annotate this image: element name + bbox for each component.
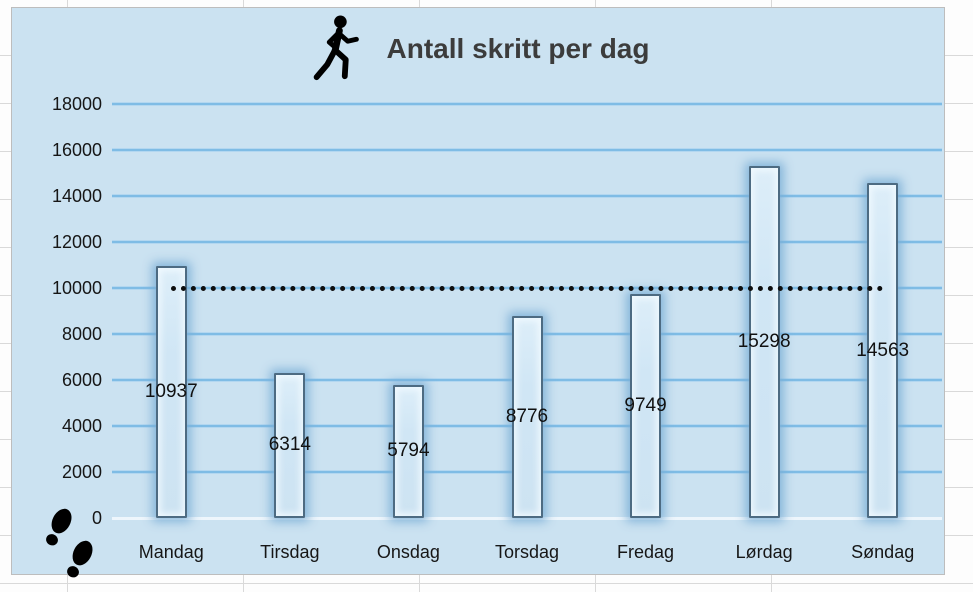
bar-value-label: 14563 [856,339,910,361]
gridline-0 [112,517,942,520]
y-tick-label-4000: 4000 [61,416,102,436]
bar-value-label: 8776 [505,406,549,428]
x-category-label-torsdag: Torsdag [494,542,559,562]
y-tick-label-6000: 6000 [61,370,102,390]
bar-søndag[interactable] [867,183,899,518]
x-category-label-onsdag: Onsdag [376,542,440,562]
x-category-label-søndag: Søndag [851,542,915,562]
gridline-18000 [112,103,942,105]
bar-tirsdag[interactable] [274,372,306,518]
gridline-16000 [112,149,942,151]
chart-title-row: Antall skritt per dag [12,10,944,88]
bar-mandag[interactable] [155,266,187,518]
y-tick-label-10000: 10000 [51,278,102,298]
gridline-12000 [112,241,942,243]
footprints-icon [46,508,93,578]
y-tick-label-2000: 2000 [61,462,102,482]
y-tick-label-8000: 8000 [61,324,102,344]
y-tick-label-16000: 16000 [51,140,102,160]
bar-torsdag[interactable] [511,316,543,518]
bar-lørdag[interactable] [748,166,780,518]
bar-value-label: 10937 [144,381,198,403]
chart-title: Antall skritt per dag [386,33,650,64]
walking-person-icon [313,15,359,81]
y-tick-label-18000: 18000 [51,94,102,114]
goal-line-10000 [171,286,883,291]
y-tick-label-0: 0 [91,508,102,528]
bar-onsdag[interactable] [392,384,424,518]
bar-fredag[interactable] [630,293,662,518]
steps-chart[interactable]: Antall skritt per dag 18000 16000 14000 120… [11,7,945,578]
y-tick-label-14000: 14000 [51,186,102,206]
gridline-14000 [112,195,942,197]
y-tick-label-12000: 12000 [51,232,102,252]
x-category-label-lørdag: Lørdag [735,542,793,562]
x-category-label-fredag: Fredag [617,542,675,562]
bar-value-label: 15298 [737,331,791,353]
bar-value-label: 9749 [624,394,667,416]
x-category-label-tirsdag: Tirsdag [260,542,320,562]
bar-value-label: 5794 [387,440,430,462]
x-category-label-mandag: Mandag [138,542,204,562]
bar-value-label: 6314 [268,434,311,456]
